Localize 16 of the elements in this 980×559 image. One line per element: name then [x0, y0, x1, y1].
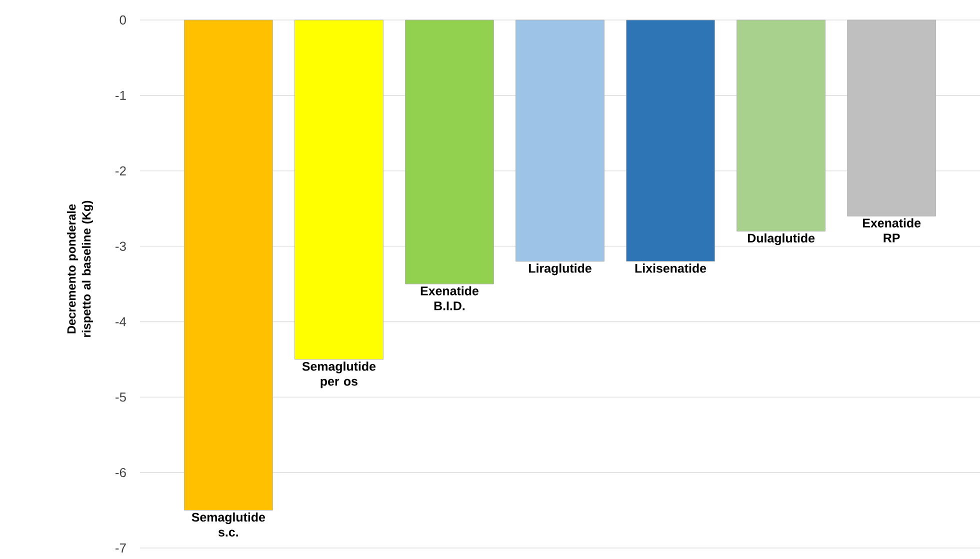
x-tick-label: Lixisenatide — [635, 264, 706, 273]
x-tick-label: Exenatide RP — [863, 218, 921, 242]
y-tick-label: -6 — [116, 468, 126, 478]
x-tick-label: Liraglutide — [529, 264, 592, 276]
x-tick-label: Exenatide B.I.D. — [420, 286, 478, 310]
y-tick-label: -1 — [116, 90, 126, 100]
y-tick-label: -7 — [116, 544, 126, 552]
y-tick-label: -5 — [116, 392, 126, 402]
x-tick-label: Semaglutide per os — [302, 362, 376, 388]
y-tick-label: -3 — [116, 242, 126, 251]
y-axis-title: Decremento ponderale rispetto al baseline (Kg) — [66, 200, 94, 337]
x-tick-label: Dulaglutide — [748, 233, 815, 246]
y-tick-label: 0 — [120, 15, 126, 25]
x-tick-label: Semaglutide s.c. — [192, 512, 266, 537]
y-tick-label: -4 — [116, 317, 126, 326]
y-tick-label: -2 — [116, 166, 126, 176]
